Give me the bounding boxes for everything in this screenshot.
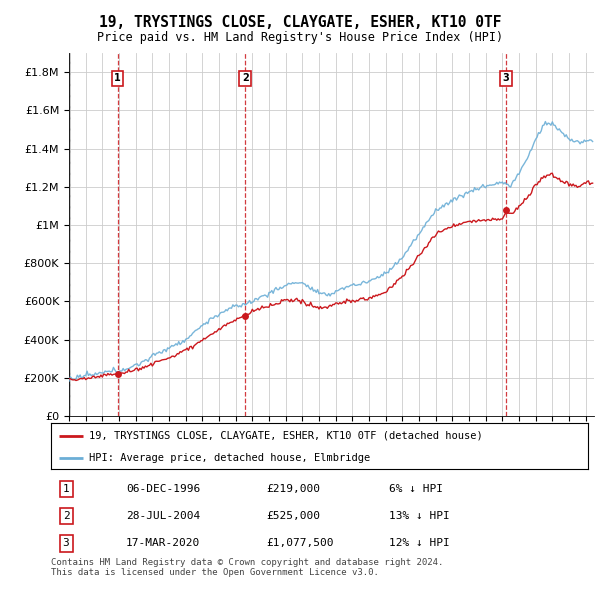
Text: 06-DEC-1996: 06-DEC-1996 [126,484,200,494]
Text: Price paid vs. HM Land Registry's House Price Index (HPI): Price paid vs. HM Land Registry's House … [97,31,503,44]
Text: 1: 1 [62,484,70,494]
Text: 19, TRYSTINGS CLOSE, CLAYGATE, ESHER, KT10 0TF (detached house): 19, TRYSTINGS CLOSE, CLAYGATE, ESHER, KT… [89,431,482,441]
Text: HPI: Average price, detached house, Elmbridge: HPI: Average price, detached house, Elmb… [89,453,370,463]
Text: 3: 3 [62,539,70,549]
Text: 17-MAR-2020: 17-MAR-2020 [126,539,200,549]
Text: Contains HM Land Registry data © Crown copyright and database right 2024.
This d: Contains HM Land Registry data © Crown c… [51,558,443,577]
Text: £219,000: £219,000 [266,484,320,494]
Bar [69,53,70,416]
Text: 28-JUL-2004: 28-JUL-2004 [126,512,200,522]
Text: 2: 2 [242,74,248,84]
Text: 3: 3 [502,74,509,84]
Text: 2: 2 [62,512,70,522]
Text: 6% ↓ HPI: 6% ↓ HPI [389,484,443,494]
Text: £1,077,500: £1,077,500 [266,539,334,549]
Text: 13% ↓ HPI: 13% ↓ HPI [389,512,450,522]
Text: 12% ↓ HPI: 12% ↓ HPI [389,539,450,549]
Text: £525,000: £525,000 [266,512,320,522]
Text: 19, TRYSTINGS CLOSE, CLAYGATE, ESHER, KT10 0TF: 19, TRYSTINGS CLOSE, CLAYGATE, ESHER, KT… [99,15,501,30]
Text: 1: 1 [114,74,121,84]
